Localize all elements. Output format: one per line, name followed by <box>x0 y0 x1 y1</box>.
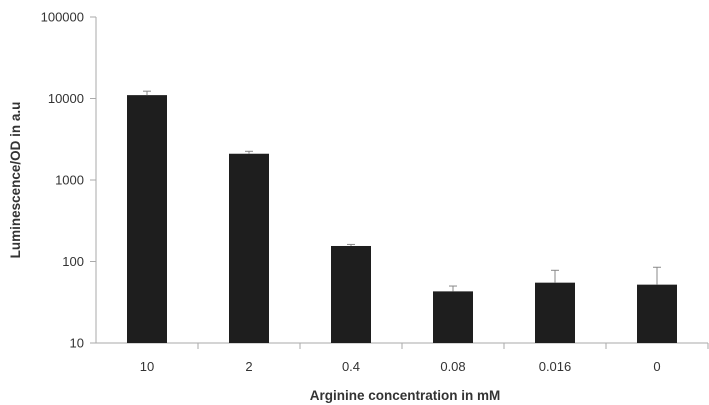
bar <box>433 291 473 343</box>
y-tick-label: 1000 <box>55 173 84 188</box>
y-tick-label: 10000 <box>48 91 84 106</box>
x-tick-label: 10 <box>140 359 154 374</box>
bar <box>637 284 677 343</box>
x-axis-title: Arginine concentration in mM <box>310 388 501 403</box>
error-bars <box>143 90 661 292</box>
x-tick-label: 0.016 <box>539 359 572 374</box>
bar <box>535 282 575 343</box>
y-tick-label: 100000 <box>41 10 84 25</box>
y-axis-title: Luminescence/OD in a.u <box>8 102 23 259</box>
x-axis: 10 2 0.4 0.08 0.016 0 <box>96 342 709 374</box>
x-tick-label: 0.4 <box>342 359 360 374</box>
y-tick-label: 100 <box>62 254 84 269</box>
x-tick-label: 0.08 <box>440 359 465 374</box>
bars <box>127 95 677 343</box>
bar <box>229 153 269 343</box>
y-tick-label: 10 <box>70 336 84 351</box>
y-axis: 10 100 1000 10000 100000 <box>41 10 97 351</box>
bar <box>127 95 167 343</box>
x-tick-label: 0 <box>653 359 660 374</box>
bar <box>331 245 371 343</box>
x-tick-label: 2 <box>245 359 252 374</box>
